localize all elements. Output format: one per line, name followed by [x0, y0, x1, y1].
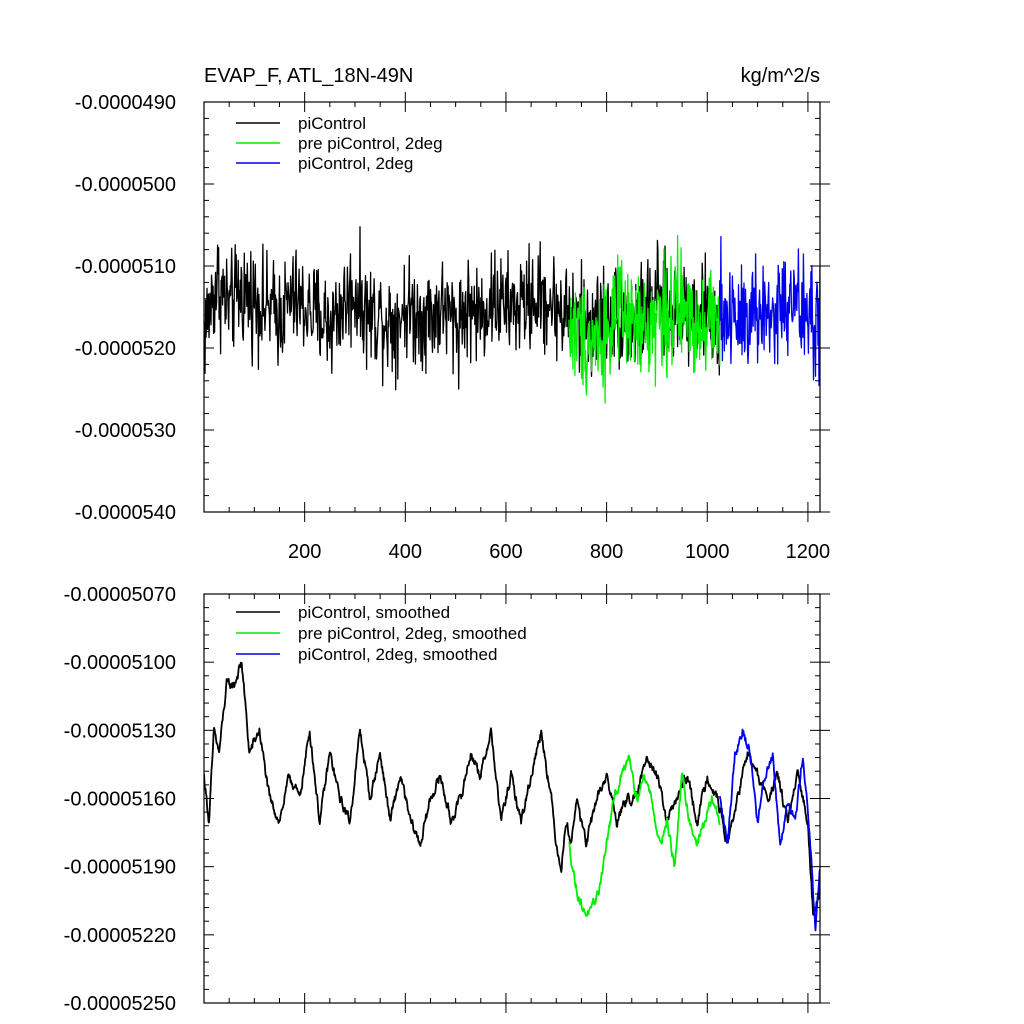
y-tick-label: -0.00005100: [64, 652, 176, 674]
series-line-2: [718, 728, 820, 932]
series-line-1: [568, 754, 721, 917]
legend-label: piControl, 2deg: [298, 154, 413, 173]
bottom-chart-panel: -0.00005070 -0.00005100 -0.00005130 -0.0000…: [64, 584, 830, 1015]
y-tick-label: -0.00005070: [64, 584, 176, 606]
legend-label: pre piControl, 2deg, smoothed: [298, 624, 527, 643]
y-tick-label: -0.0000540: [75, 502, 176, 524]
y-tick-label: -0.00005220: [64, 925, 176, 947]
top-chart-title: EVAP_F, ATL_18N-49N: [204, 65, 413, 87]
bottom-chart-lines: [204, 661, 820, 932]
top-chart-frame: [203, 101, 821, 513]
x-tick-label: 1000: [685, 541, 730, 563]
bottom-chart-frame: [203, 593, 821, 1004]
top-chart-panel: EVAP_F, ATL_18N-49N kg/m^2/s 200 400 600 80…: [75, 65, 830, 563]
x-tick-label: 800: [590, 541, 623, 563]
top-chart-units: kg/m^2/s: [741, 65, 820, 87]
legend-label: piControl, smoothed: [298, 603, 450, 622]
bottom-chart-ticks: -0.00005070 -0.00005100 -0.00005130 -0.0000…: [64, 584, 830, 1015]
x-tick-label: 200: [288, 541, 321, 563]
y-tick-label: -0.00005250: [64, 993, 176, 1015]
top-chart-ticks: 200 400 600 800 1000 1200 -0.0000490 -0.0000500…: [75, 92, 830, 563]
y-tick-label: -0.00005190: [64, 857, 176, 879]
y-tick-label: -0.00005160: [64, 789, 176, 811]
legend-label: piControl: [298, 114, 366, 133]
legend-label: pre piControl, 2deg: [298, 134, 443, 153]
y-tick-label: -0.0000500: [75, 174, 176, 196]
series-line-1: [568, 235, 721, 404]
y-tick-label: -0.0000490: [75, 92, 176, 114]
x-tick-label: 600: [489, 541, 522, 563]
series-line-0: [204, 661, 820, 916]
y-tick-label: -0.0000510: [75, 256, 176, 278]
y-tick-label: -0.00005130: [64, 720, 176, 742]
series-line-2: [719, 235, 820, 387]
x-tick-label: 400: [389, 541, 422, 563]
bottom-chart-legend: piControl, smoothed pre piControl, 2deg, …: [236, 603, 527, 664]
x-tick-label: 1200: [786, 541, 831, 563]
y-tick-label: -0.0000530: [75, 420, 176, 442]
y-tick-label: -0.0000520: [75, 338, 176, 360]
legend-label: piControl, 2deg, smoothed: [298, 645, 497, 664]
top-chart-lines: [204, 226, 820, 404]
